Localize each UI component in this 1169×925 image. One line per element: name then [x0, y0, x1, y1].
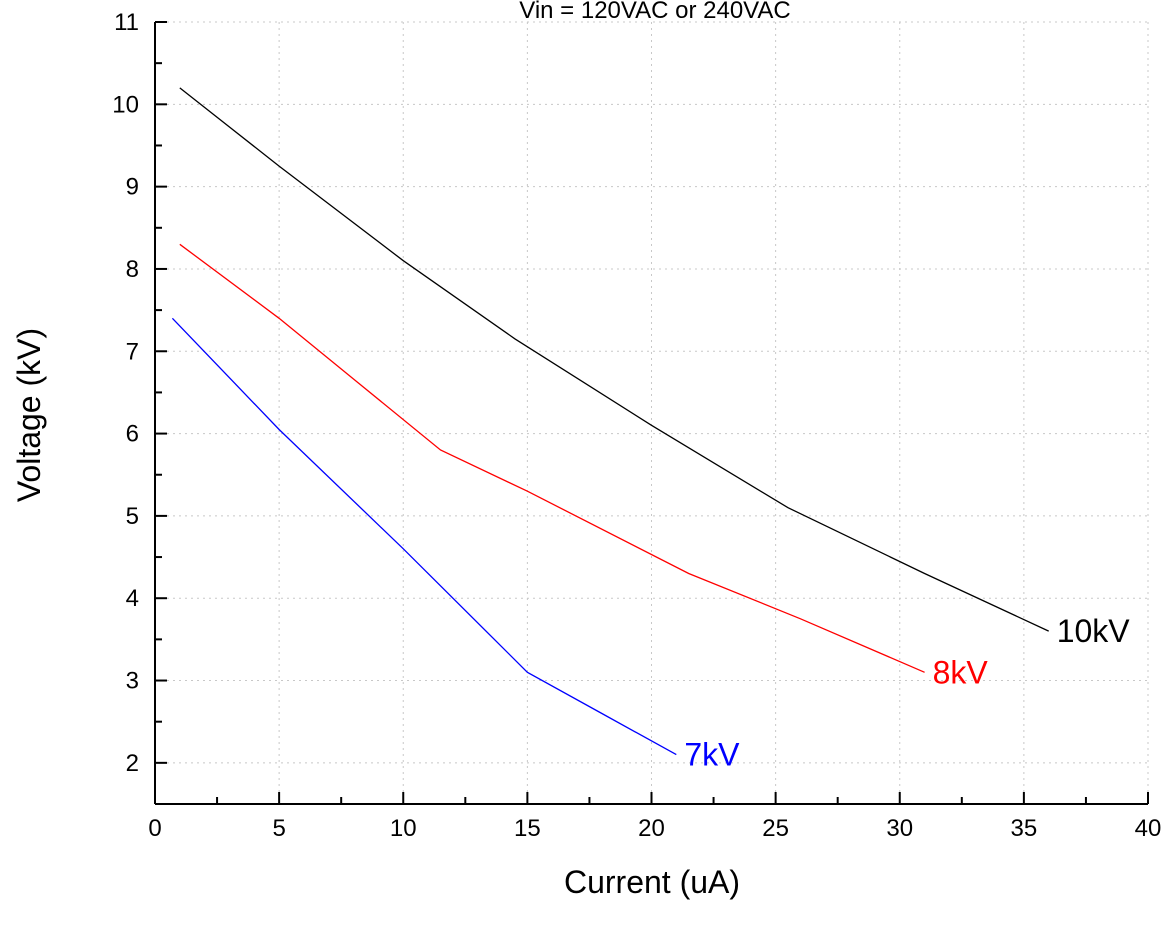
y-tick-label: 10 — [112, 91, 139, 118]
x-tick-label: 35 — [1011, 815, 1038, 842]
y-tick-label: 9 — [126, 174, 139, 201]
x-tick-label: 10 — [390, 815, 417, 842]
y-tick-label: 6 — [126, 421, 139, 448]
x-tick-label: 15 — [514, 815, 541, 842]
series-line-8kV — [179, 243, 925, 673]
series-line-7kV — [171, 317, 677, 756]
grid-layer — [155, 21, 1149, 804]
x-axis-label: Current (uA) — [564, 864, 740, 900]
y-tick-label: 11 — [114, 9, 139, 36]
axes-layer: 0 5 10 15 20 25 30 35 40 2 3 4 5 6 7 8 9 10 11 — [112, 9, 1161, 842]
series-line-10kV — [179, 87, 1049, 632]
y-axis-label: Voltage (kV) — [11, 328, 47, 502]
series-label-10kV: 10kV — [1057, 613, 1131, 649]
x-tick-label: 0 — [148, 815, 161, 842]
y-tick-label: 8 — [126, 256, 139, 283]
labels-layer: 10kV 8kV 7kV — [684, 613, 1130, 772]
x-tick-label: 20 — [638, 815, 665, 842]
y-tick-label: 3 — [126, 668, 139, 695]
y-tick-label: 2 — [126, 750, 139, 777]
x-tick-label: 25 — [762, 815, 789, 842]
series-label-7kV: 7kV — [684, 737, 740, 773]
y-tick-label: 7 — [126, 338, 139, 365]
y-tick-label: 5 — [126, 503, 139, 530]
series-label-8kV: 8kV — [933, 654, 989, 690]
x-tick-label: 30 — [886, 815, 913, 842]
x-tick-label: 40 — [1135, 815, 1162, 842]
series-layer — [171, 87, 1049, 756]
chart-title: Vin = 120VAC or 240VAC — [519, 0, 791, 24]
y-tick-label: 4 — [126, 585, 139, 612]
x-tick-label: 5 — [272, 815, 285, 842]
